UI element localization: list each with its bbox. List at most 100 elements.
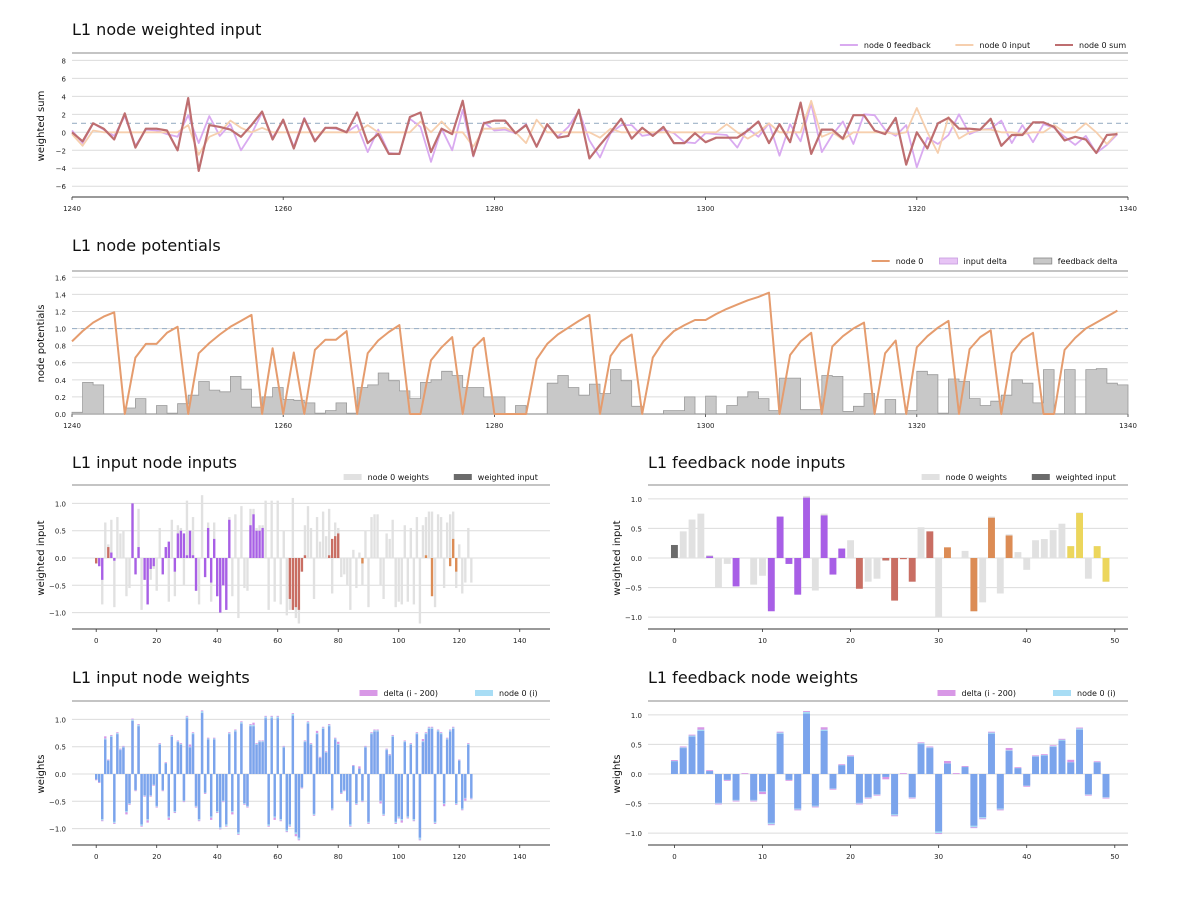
x-tick-label: 40 bbox=[1022, 853, 1031, 861]
weight-bar bbox=[1014, 552, 1022, 558]
delta-bar bbox=[952, 773, 960, 774]
weighted-input-bar bbox=[288, 558, 292, 599]
weight-blue-bar bbox=[101, 774, 104, 820]
weight-bar bbox=[448, 514, 452, 558]
weight-blue-bar bbox=[448, 731, 452, 774]
weight-bar bbox=[406, 558, 409, 602]
weight-blue-bar bbox=[179, 744, 183, 774]
weighted-input-bar bbox=[776, 516, 784, 558]
y-axis-label: weighted sum bbox=[36, 91, 47, 162]
x-tick-label: 40 bbox=[213, 637, 222, 645]
weighted-input-bar bbox=[303, 555, 307, 558]
weighted-input-bar bbox=[882, 558, 890, 561]
weight-bar bbox=[167, 558, 170, 602]
weight-blue-bar bbox=[397, 774, 400, 817]
x-tick-label: 1240 bbox=[63, 205, 81, 213]
weight-blue-bar bbox=[203, 774, 207, 793]
weight-bar bbox=[439, 517, 443, 558]
weighted-input-bar bbox=[794, 558, 802, 595]
weight-bar bbox=[759, 558, 766, 576]
weighted-input-bar bbox=[219, 558, 222, 613]
legend-label: delta (i - 200) bbox=[384, 689, 439, 698]
weight-blue-bar bbox=[382, 774, 385, 814]
weight-bar bbox=[155, 558, 158, 591]
weight-blue-bar bbox=[140, 774, 143, 825]
weighted-input-bar bbox=[206, 527, 210, 558]
legend-swatch bbox=[359, 690, 378, 696]
weight-blue-bar bbox=[197, 774, 201, 820]
weight-bar bbox=[452, 511, 455, 558]
weighted-input-bar bbox=[185, 555, 189, 558]
y-tick-label: 0.4 bbox=[55, 377, 67, 385]
weight-bar bbox=[321, 511, 325, 558]
y-tick-label: 1.6 bbox=[55, 274, 67, 282]
weight-blue-bar bbox=[855, 774, 863, 803]
y-tick-label: 0.8 bbox=[55, 343, 66, 351]
weight-blue-bar bbox=[908, 774, 916, 797]
weighted-input-bar bbox=[173, 558, 177, 572]
weight-bar bbox=[276, 500, 279, 558]
weight-bar bbox=[467, 527, 470, 558]
weight-blue-bar bbox=[110, 736, 113, 774]
legend-swatch bbox=[939, 257, 958, 265]
weight-bar bbox=[400, 558, 403, 605]
legend-swatch bbox=[937, 690, 956, 696]
weighted-input-bar bbox=[194, 558, 198, 591]
weight-blue-bar bbox=[820, 730, 828, 774]
weight-blue-bar bbox=[164, 763, 167, 774]
weight-blue-bar bbox=[149, 774, 152, 796]
weight-blue-bar bbox=[409, 744, 413, 774]
weight-bar bbox=[185, 500, 189, 558]
weight-bar bbox=[364, 530, 367, 558]
x-tick-label: 120 bbox=[453, 637, 466, 645]
weight-bar bbox=[723, 558, 731, 564]
weight-blue-bar bbox=[107, 760, 110, 774]
x-tick-label: 60 bbox=[273, 853, 282, 861]
weight-blue-bar bbox=[327, 726, 331, 774]
weight-blue-bar bbox=[216, 774, 219, 812]
weight-bar bbox=[303, 525, 307, 558]
weight-blue-bar bbox=[996, 774, 1004, 809]
weight-blue-bar bbox=[95, 774, 98, 780]
weight-blue-bar bbox=[158, 744, 161, 774]
feedback-delta-area bbox=[71, 368, 1129, 415]
weight-blue-bar bbox=[427, 728, 431, 774]
weight-blue-bar bbox=[355, 774, 358, 804]
weight-blue-bar bbox=[370, 734, 373, 774]
x-tick-label: 1260 bbox=[274, 205, 292, 213]
weighted-input-bar bbox=[294, 558, 298, 608]
weighted-input-bar bbox=[970, 558, 978, 612]
weight-blue-bar bbox=[334, 739, 337, 774]
weight-bar bbox=[355, 558, 358, 589]
weight-bar bbox=[935, 558, 943, 618]
y-axis-label: weighted input bbox=[36, 520, 47, 595]
legend-label: weighted input bbox=[478, 473, 538, 482]
x-tick-label: 20 bbox=[152, 637, 161, 645]
weight-blue-bar bbox=[213, 739, 216, 774]
y-tick-label: 0.0 bbox=[55, 771, 66, 779]
x-tick-label: 80 bbox=[334, 637, 343, 645]
weight-bar bbox=[200, 495, 204, 558]
weighted-input-bar bbox=[1076, 513, 1083, 558]
weight-blue-bar bbox=[467, 744, 470, 774]
weight-bar bbox=[197, 558, 201, 605]
legend-label: input delta bbox=[964, 257, 1007, 266]
weight-blue-bar bbox=[394, 774, 397, 822]
legend-label: node 0 sum bbox=[1079, 41, 1126, 50]
weighted-input-bar bbox=[249, 525, 252, 558]
weight-bar bbox=[403, 525, 406, 558]
weight-bar bbox=[421, 525, 425, 558]
weight-blue-bar bbox=[1076, 729, 1083, 774]
weight-blue-bar bbox=[128, 774, 131, 804]
weight-bar bbox=[327, 508, 331, 558]
chart-input-node-weights-svg: −1.0 −0.5 0.0 0.5 1.0 0 20 40 60 80 100 120 140 weigh… bbox=[36, 689, 550, 861]
weight-bar bbox=[119, 533, 122, 558]
x-tick-label: 50 bbox=[1110, 637, 1119, 645]
y-axis-label: weighted input bbox=[612, 520, 623, 595]
weight-blue-bar bbox=[358, 768, 361, 774]
weight-bar bbox=[243, 558, 246, 589]
weight-blue-bar bbox=[258, 742, 261, 774]
weighted-input-bar bbox=[101, 558, 104, 580]
weight-bar bbox=[370, 517, 373, 558]
chart-potentials: L1 node potentials 0.0 0.2 0.4 0.6 0.8 1.0 1.2… bbox=[0, 225, 1200, 445]
